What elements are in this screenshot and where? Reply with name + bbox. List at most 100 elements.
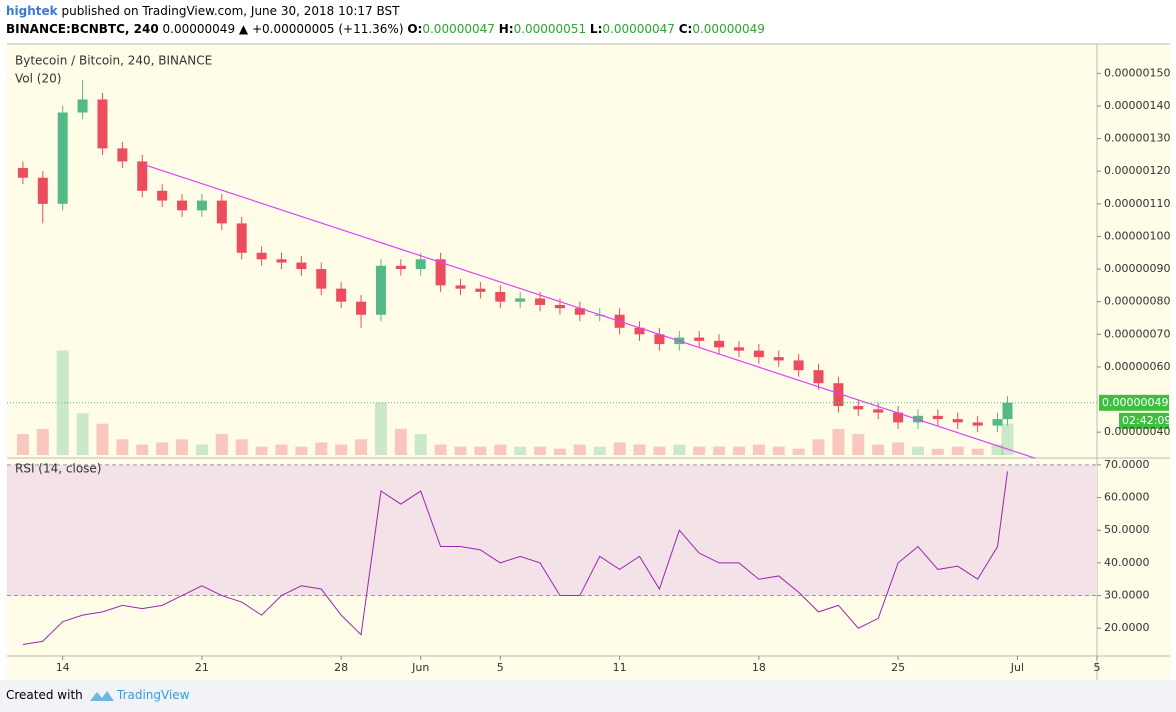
y-tick-label: 70.0000 — [1104, 458, 1150, 471]
candle-body — [137, 161, 148, 191]
volume-bar — [971, 448, 984, 455]
candle-body — [435, 259, 446, 286]
x-tick-label: 21 — [195, 661, 209, 674]
y-tick-label: 50.0000 — [1104, 523, 1150, 536]
volume-bar — [56, 350, 69, 455]
volume-bar — [1001, 423, 1014, 455]
candle-body — [276, 259, 287, 263]
volume-bar — [633, 444, 646, 455]
volume-bar — [315, 442, 328, 455]
volume-bar — [36, 428, 49, 455]
o-label: O: — [407, 22, 423, 36]
y-tick-label: 20.0000 — [1104, 621, 1150, 634]
volume-bar — [732, 446, 745, 455]
countdown-box — [1119, 412, 1169, 429]
y-tick-label: 0.00000060 — [1104, 360, 1170, 373]
o-value: 0.00000047 — [422, 22, 495, 36]
volume-bar — [653, 446, 666, 455]
h-value: 0.00000051 — [513, 22, 587, 36]
volume-bar — [991, 444, 1004, 455]
candle-body — [316, 269, 327, 289]
volume-bar — [335, 444, 348, 455]
volume-bar — [534, 446, 547, 455]
candle-body — [336, 288, 347, 302]
rsi-band — [7, 464, 1097, 596]
candle-body — [1002, 402, 1013, 420]
l-label: L: — [589, 22, 603, 36]
y-tick-label: 0.00000090 — [1104, 262, 1170, 275]
candle-body — [694, 337, 705, 341]
y-tick-label: 0.00000100 — [1104, 229, 1170, 242]
volume-bar — [434, 444, 447, 455]
volume-bar — [872, 444, 885, 455]
volume-bar — [832, 428, 845, 455]
volume-bar — [355, 439, 368, 455]
volume-bar — [772, 446, 785, 455]
y-tick-label: 0.00000120 — [1104, 164, 1170, 177]
change: ▲ +0.00000005 (+11.36%) — [238, 22, 404, 36]
candle-body — [97, 99, 108, 149]
candle-body — [535, 298, 546, 305]
candle-body — [57, 112, 68, 204]
symbol-bar: BINANCE:BCNBTC, 240 0.00000049 ▲ +0.0000… — [6, 22, 765, 36]
volume-bar — [593, 446, 606, 455]
candle-body — [375, 265, 386, 315]
brand-logo — [90, 691, 114, 701]
volume-bar — [116, 439, 129, 455]
trendline — [144, 164, 1036, 459]
candle-body — [714, 340, 725, 348]
volume-bar — [911, 446, 924, 455]
candle-body — [216, 200, 227, 224]
author[interactable]: hightek — [6, 4, 58, 18]
volume-bar — [295, 446, 308, 455]
c-label: C: — [678, 22, 693, 36]
candle-body — [833, 383, 844, 407]
volume-bar — [474, 446, 487, 455]
candle-body — [932, 415, 943, 420]
footer: Created with TradingView — [0, 680, 1176, 712]
volume-bar — [514, 446, 527, 455]
volume-bar — [156, 442, 169, 455]
c-value: 0.00000049 — [692, 22, 765, 36]
candle-body — [893, 412, 904, 423]
volume-bar — [553, 448, 566, 455]
published: published on TradingView.com, June 30, 2… — [61, 4, 400, 18]
symbol: BINANCE:BCNBTC, 240 — [6, 22, 159, 36]
x-tick-label: 5 — [497, 661, 504, 674]
candle-body — [296, 262, 307, 270]
x-tick-label: Jul — [1010, 661, 1024, 674]
y-tick-label: 0.00000110 — [1104, 197, 1170, 210]
volume-bar — [454, 446, 467, 455]
candle-body — [554, 304, 565, 309]
candle-body — [196, 200, 207, 211]
volume-bar — [16, 434, 29, 455]
candle-body — [475, 288, 486, 292]
volume-bar — [414, 434, 427, 455]
candle-body — [177, 200, 188, 211]
y-tick-label: 0.00000130 — [1104, 132, 1170, 145]
candle-body — [455, 285, 466, 289]
volume-bar — [176, 439, 189, 455]
volume-bar — [394, 428, 407, 455]
x-tick-label: 5 — [1094, 661, 1101, 674]
x-tick-label: 25 — [891, 661, 905, 674]
volume-bar — [951, 446, 964, 455]
candle-body — [873, 409, 884, 413]
countdown: 02:42:09 — [1122, 414, 1171, 427]
header: hightek published on TradingView.com, Ju… — [6, 4, 399, 18]
created-with: Created with — [6, 688, 83, 702]
candle-body — [256, 252, 267, 260]
candle-body — [356, 301, 367, 315]
brand[interactable]: TradingView — [117, 688, 190, 702]
volume-bar — [613, 442, 626, 455]
candle-body — [236, 223, 247, 253]
candle-body — [495, 291, 506, 302]
y-tick-label: 60.0000 — [1104, 491, 1150, 504]
l-value: 0.00000047 — [602, 22, 675, 36]
candle-body — [952, 419, 963, 423]
candle-body — [515, 298, 526, 302]
candle-body — [77, 99, 88, 113]
candle-body — [733, 347, 744, 351]
candle-body — [813, 370, 824, 384]
volume-bar — [852, 434, 865, 455]
